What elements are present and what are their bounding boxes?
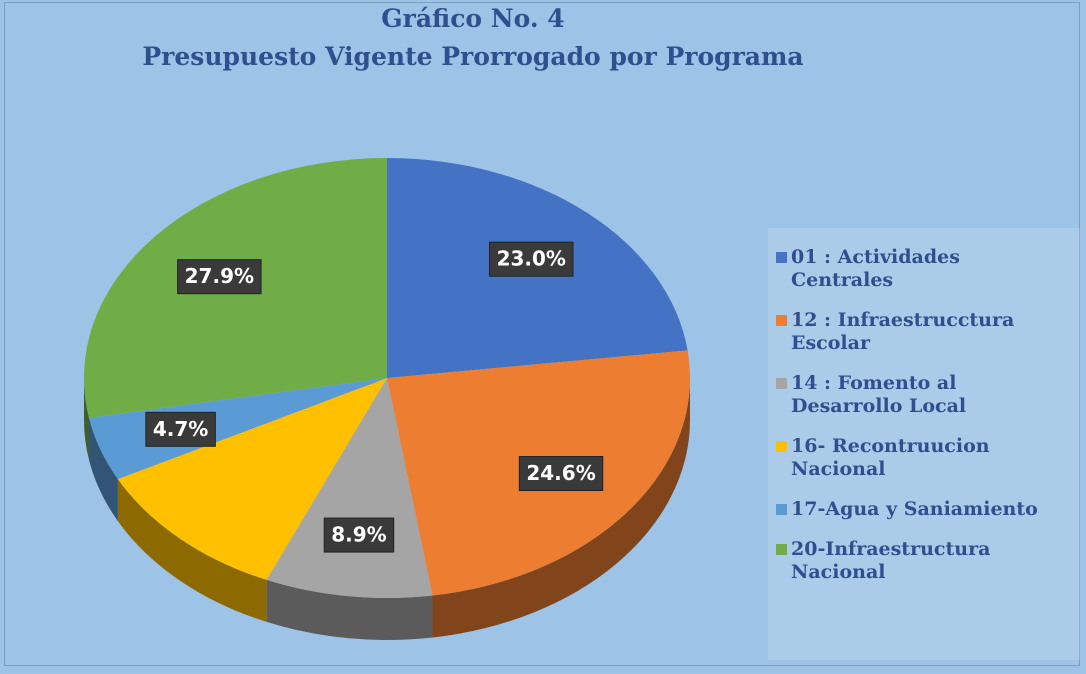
data-label-group: 23.0%: [489, 241, 574, 277]
legend-swatch: [776, 441, 787, 452]
legend-label: 14 : Fomento al Desarrollo Local: [791, 372, 967, 417]
chart-subtitle: Presupuesto Vigente Prorrogado por Progr…: [142, 42, 804, 71]
data-label-box: [177, 259, 262, 295]
legend-swatch: [776, 504, 787, 515]
chart-frame: [4, 2, 1080, 666]
data-label: 24.6%: [526, 461, 595, 485]
legend-label: 01 : Actividades Centrales: [791, 246, 960, 291]
legend-item: 16- Recontruucion Nacional: [776, 435, 1041, 481]
legend-label: 20-Infraestructura Nacional: [791, 538, 991, 583]
legend-swatch: [776, 378, 787, 389]
legend-item: 17-Agua y Saniamiento: [776, 498, 1041, 521]
legend: 01 : Actividades Centrales 12 : Infraestr…: [768, 228, 1080, 660]
data-label-box: [145, 411, 216, 447]
chart-title: Gráfico No. 4: [381, 4, 565, 33]
data-label: 27.9%: [185, 264, 254, 288]
legend-item: 01 : Actividades Centrales: [776, 246, 1041, 292]
legend-label: 12 : Infraestrucctura Escolar: [791, 309, 1015, 354]
data-label-group: 8.9%: [323, 517, 395, 553]
slice: [89, 378, 387, 480]
data-label: 23.0%: [497, 247, 566, 271]
legend-swatch: [776, 544, 787, 555]
legend-item: 12 : Infraestrucctura Escolar: [776, 309, 1041, 355]
data-label-group: 4.7%: [145, 411, 216, 447]
legend-item: 14 : Fomento al Desarrollo Local: [776, 372, 1041, 418]
legend-swatch: [776, 252, 787, 263]
data-label-box: [518, 456, 604, 492]
legend-label: 17-Agua y Saniamiento: [791, 498, 1038, 520]
legend-label: 16- Recontruucion Nacional: [791, 435, 990, 480]
data-label: 4.7%: [153, 417, 208, 441]
data-label: 8.9%: [331, 523, 386, 547]
slice-side: [84, 378, 90, 460]
slice: [117, 378, 387, 580]
legend-swatch: [776, 315, 787, 326]
data-label-box: [323, 517, 395, 553]
slice-side: [117, 479, 267, 622]
data-label-group: 27.9%: [177, 259, 262, 295]
slice-side: [432, 378, 690, 638]
data-label-box: [489, 241, 574, 277]
legend-item: 20-Infraestructura Nacional: [776, 538, 1041, 584]
data-label-group: 24.6%: [518, 456, 604, 492]
slice-side: [266, 579, 433, 640]
slice-side: [89, 417, 118, 522]
